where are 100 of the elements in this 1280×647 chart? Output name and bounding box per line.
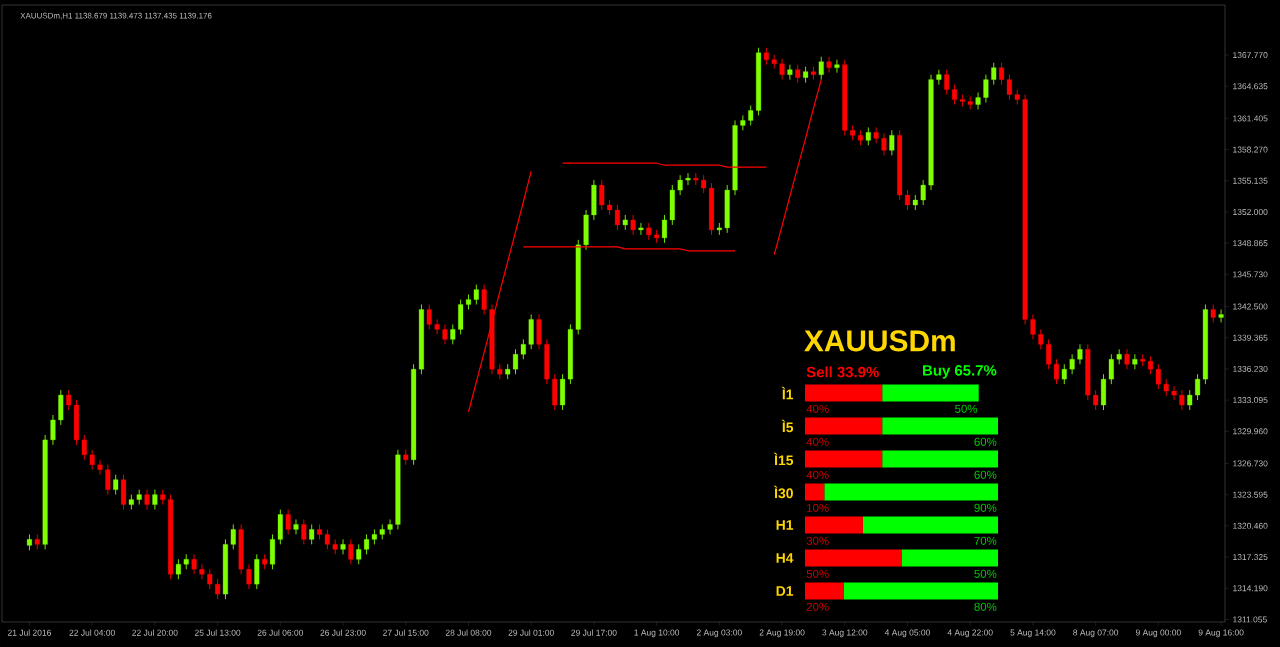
- candlestick: [26, 533, 32, 551]
- y-tick-label: 1320.460: [1233, 522, 1268, 529]
- candlestick: [1100, 373, 1106, 411]
- candlestick: [771, 54, 777, 70]
- candlestick: [426, 304, 432, 330]
- candlestick: [473, 284, 479, 305]
- candlestick: [262, 553, 268, 570]
- candlestick: [630, 214, 636, 236]
- candlestick: [763, 47, 769, 66]
- candlestick: [842, 59, 848, 136]
- y-tick-label: 1333.095: [1233, 397, 1268, 404]
- candlestick: [97, 459, 103, 476]
- annotation: Sell 33.9%: [806, 366, 879, 378]
- candlestick: [787, 64, 793, 81]
- candlestick: [505, 363, 511, 380]
- y-tick-label: Ì15: [773, 452, 794, 466]
- x-tick-label: 25 Jul 13:00: [194, 629, 241, 636]
- line-series: [773, 79, 822, 256]
- candlestick: [1187, 389, 1193, 411]
- candlestick: [685, 172, 691, 186]
- candlestick: [803, 66, 809, 84]
- candlestick: [222, 538, 228, 600]
- data-label: 70%: [974, 536, 997, 545]
- x-tick-label: 5 Aug 14:00: [1010, 629, 1056, 638]
- data-label: 10%: [807, 503, 829, 512]
- bar: [901, 549, 999, 567]
- candlestick: [920, 179, 926, 206]
- candlestick: [865, 126, 871, 146]
- candlestick: [905, 189, 910, 211]
- candlestick: [826, 56, 832, 74]
- candlestick: [128, 494, 134, 510]
- candlestick: [1132, 353, 1138, 370]
- candlestick: [912, 194, 918, 211]
- candlestick: [748, 105, 754, 126]
- candlestick: [622, 214, 628, 231]
- candlestick: [309, 524, 315, 545]
- x-tick-label: 8 Aug 07:00: [1073, 629, 1119, 638]
- candlestick: [340, 538, 346, 555]
- candlestick: [403, 449, 409, 466]
- data-label: 60%: [974, 470, 997, 479]
- candlestick: [105, 464, 111, 496]
- bar: [805, 516, 863, 534]
- candlestick: [301, 519, 307, 545]
- x-tick-label: 2 Aug 19:00: [759, 629, 805, 638]
- data-label: 40%: [806, 404, 829, 413]
- candlestick: [254, 553, 260, 590]
- y-tick-label: 1339.365: [1233, 334, 1268, 341]
- candlestick: [756, 47, 762, 116]
- candlestick: [58, 389, 64, 426]
- candlestick: [387, 519, 393, 535]
- candlestick: [1116, 348, 1122, 365]
- candlestick: [810, 66, 816, 81]
- candlestick: [724, 184, 730, 234]
- candlestick: [81, 434, 87, 461]
- candlestick: [285, 509, 291, 535]
- candlestick: [552, 373, 558, 411]
- bar: [843, 582, 999, 600]
- candlestick: [740, 115, 746, 131]
- bar: [862, 516, 999, 534]
- candlestick: [1218, 309, 1224, 323]
- data-label: 80%: [974, 602, 997, 611]
- x-tick-label: 4 Aug 22:00: [947, 629, 993, 638]
- candlestick: [450, 323, 456, 345]
- candlestick: [34, 533, 40, 550]
- x-tick-label: 27 Jul 15:00: [383, 629, 429, 636]
- x-tick-label: 3 Aug 12:00: [822, 629, 868, 638]
- bar: [805, 549, 902, 567]
- bar: [805, 582, 844, 600]
- candlestick: [1085, 343, 1091, 401]
- candlestick: [528, 314, 534, 350]
- y-tick-label: 1311.055: [1233, 616, 1267, 623]
- bar: [805, 417, 883, 435]
- y-tick-label: 1336.230: [1233, 365, 1268, 372]
- candlestick: [199, 563, 205, 580]
- y-tick-label: 1342.500: [1233, 303, 1268, 310]
- candlestick: [183, 553, 189, 570]
- candlestick: [269, 533, 275, 570]
- x-tick-label: 26 Jul 23:00: [320, 629, 366, 636]
- y-tick-label: 1326.730: [1233, 460, 1268, 467]
- y-tick-label: 1358.270: [1233, 146, 1268, 153]
- candlestick: [701, 174, 707, 194]
- candlestick: [215, 578, 221, 600]
- bar: [805, 483, 825, 501]
- annotation: Buy 65.7%: [923, 365, 997, 379]
- bar: [824, 483, 999, 501]
- candlestick: [379, 524, 385, 540]
- y-tick-label: 1329.960: [1233, 428, 1268, 435]
- bar: [882, 417, 999, 435]
- x-tick-label: 28 Jul 08:00: [445, 629, 492, 636]
- bar: [805, 384, 883, 402]
- bar: [882, 450, 999, 468]
- candlestick: [1014, 89, 1020, 105]
- candlestick: [677, 174, 683, 196]
- candlestick: [599, 179, 605, 211]
- candlestick: [1171, 385, 1177, 401]
- y-tick-label: 1352.000: [1233, 208, 1268, 215]
- candlestick: [709, 182, 715, 236]
- candlestick: [1093, 389, 1099, 411]
- candlestick: [818, 56, 824, 81]
- candlestick: [481, 284, 487, 315]
